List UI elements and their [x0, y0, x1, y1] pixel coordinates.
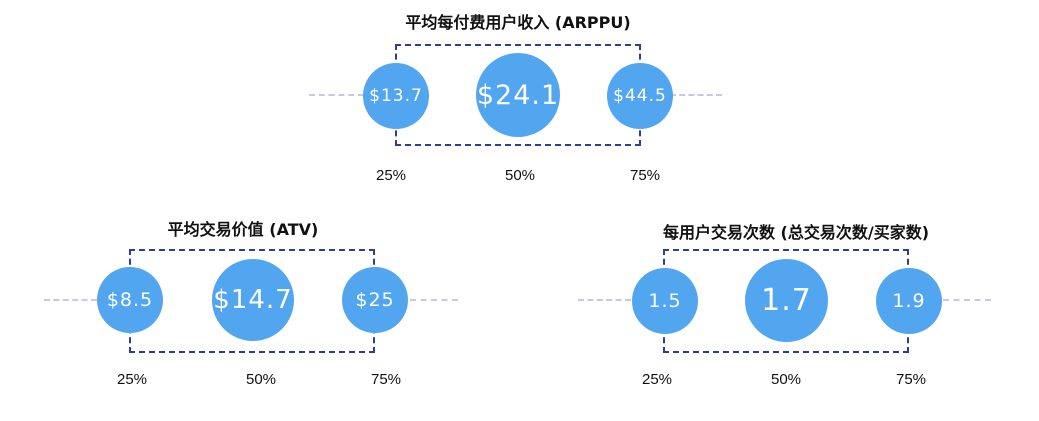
tpu-p75-circle: 1.9	[876, 268, 942, 334]
arppu-panel: 平均每付费用户收入 (ARPPU) $13.7 $24.1 $44.5 25% …	[0, 0, 1039, 200]
atv-left-whisker	[44, 299, 97, 301]
tpu-right-whisker	[943, 299, 991, 301]
tpu-p50-label: 50%	[770, 371, 802, 388]
atv-right-whisker	[410, 299, 458, 301]
tpu-left-whisker	[578, 299, 631, 301]
tpu-p75-label: 75%	[895, 371, 927, 388]
tpu-p25-label: 25%	[641, 371, 673, 388]
atv-p25-label: 25%	[116, 371, 148, 388]
atv-p25-circle: $8.5	[97, 267, 163, 333]
atv-p75-circle: $25	[342, 267, 408, 333]
atv-panel: 平均交易价值 (ATV) $8.5 $14.7 $25 25% 50% 75%	[44, 220, 458, 388]
atv-title: 平均交易价值 (ATV)	[167, 220, 319, 239]
arppu-p25-circle: $13.7	[363, 63, 429, 129]
atv-p50-label: 50%	[245, 371, 277, 388]
atv-p50-circle: $14.7	[212, 259, 294, 341]
arppu-p75-label: 75%	[629, 167, 661, 184]
tpu-title: 每用户交易次数 (总交易次数/买家数)	[662, 223, 930, 242]
arppu-left-whisker	[309, 94, 364, 96]
tpu-p25-circle: 1.5	[632, 268, 698, 334]
arppu-title: 平均每付费用户收入 (ARPPU)	[405, 13, 631, 32]
arppu-right-whisker	[670, 94, 722, 96]
arppu-p25-label: 25%	[375, 167, 407, 184]
tpu-p50-circle: 1.7	[745, 259, 828, 342]
arppu-p50-circle: $24.1	[476, 53, 560, 137]
atv-p75-label: 75%	[370, 371, 402, 388]
arppu-p50-label: 50%	[504, 167, 536, 184]
arppu-p75-circle: $44.5	[607, 63, 673, 129]
